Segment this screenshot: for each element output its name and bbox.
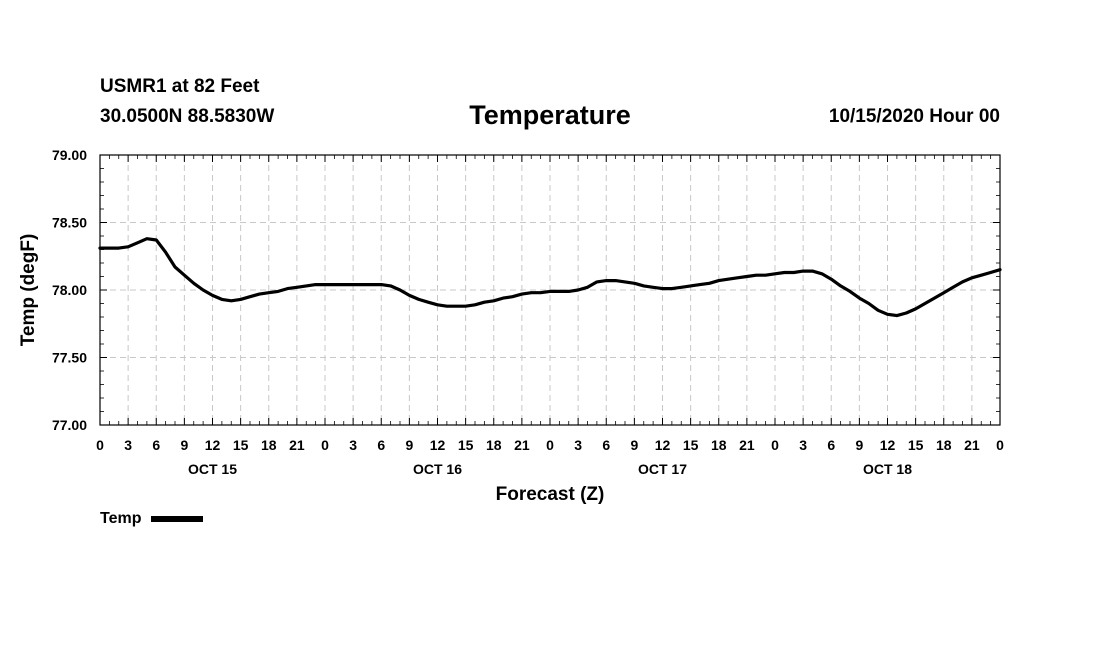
y-tick-label: 78.00 [52, 282, 87, 298]
y-axis-title: Temp (degF) [18, 234, 39, 347]
x-tick-label: 12 [655, 437, 671, 453]
x-tick-label: 0 [546, 437, 554, 453]
x-tick-label: 18 [261, 437, 277, 453]
x-tick-label: 3 [799, 437, 807, 453]
x-tick-label: 21 [289, 437, 305, 453]
x-tick-label: 9 [180, 437, 188, 453]
x-tick-label: 18 [936, 437, 952, 453]
x-tick-label: 18 [486, 437, 502, 453]
day-label: OCT 17 [638, 461, 687, 477]
x-tick-label: 6 [377, 437, 385, 453]
day-label: OCT 16 [413, 461, 462, 477]
x-tick-label: 0 [321, 437, 329, 453]
y-tick-label: 79.00 [52, 147, 87, 163]
temp-series-line [98, 237, 1002, 318]
forecast-datetime: 10/15/2020 Hour 00 [828, 106, 1000, 127]
station-coordinates: 30.0500N 88.5830W [100, 106, 275, 127]
y-tick-label: 77.00 [52, 417, 87, 433]
x-tick-label: 15 [908, 437, 924, 453]
y-tick-label: 78.50 [52, 215, 87, 231]
x-tick-label: 18 [711, 437, 727, 453]
x-tick-label: 12 [205, 437, 221, 453]
x-tick-label: 21 [739, 437, 755, 453]
day-label: OCT 15 [188, 461, 237, 477]
x-tick-label: 6 [602, 437, 610, 453]
day-label: OCT 18 [863, 461, 912, 477]
series-layer [98, 237, 1002, 318]
label-layer: 0 3 6 9 12 15 18 21 0 3 6 9 12 15 18 21 0 3 6 9 12 15 18 21 0 3 6 9… [52, 147, 1004, 477]
x-tick-label: 3 [124, 437, 132, 453]
plot-frame [99, 154, 1001, 426]
chart-title: Temperature [469, 100, 631, 130]
y-tick-label: 77.50 [52, 350, 87, 366]
legend: Temp [100, 510, 204, 528]
station-label: USMR1 at 82 Feet [100, 76, 260, 97]
x-tick-label: 9 [630, 437, 638, 453]
x-tick-label: 6 [152, 437, 160, 453]
x-tick-label: 12 [430, 437, 446, 453]
x-tick-label: 21 [964, 437, 980, 453]
x-tick-label: 15 [683, 437, 699, 453]
x-tick-label: 15 [458, 437, 474, 453]
legend-line-swatch [151, 516, 204, 522]
x-tick-label: 3 [349, 437, 357, 453]
x-tick-label: 9 [405, 437, 413, 453]
x-tick-label: 12 [880, 437, 896, 453]
x-tick-label: 21 [514, 437, 530, 453]
x-axis-title: Forecast (Z) [496, 484, 605, 505]
x-tick-label: 9 [855, 437, 863, 453]
legend-label: Temp [100, 510, 142, 527]
x-tick-label: 0 [996, 437, 1004, 453]
x-tick-label: 15 [233, 437, 249, 453]
x-tick-label: 6 [827, 437, 835, 453]
x-tick-label: 0 [96, 437, 104, 453]
x-tick-label: 3 [574, 437, 582, 453]
x-tick-label: 0 [771, 437, 779, 453]
